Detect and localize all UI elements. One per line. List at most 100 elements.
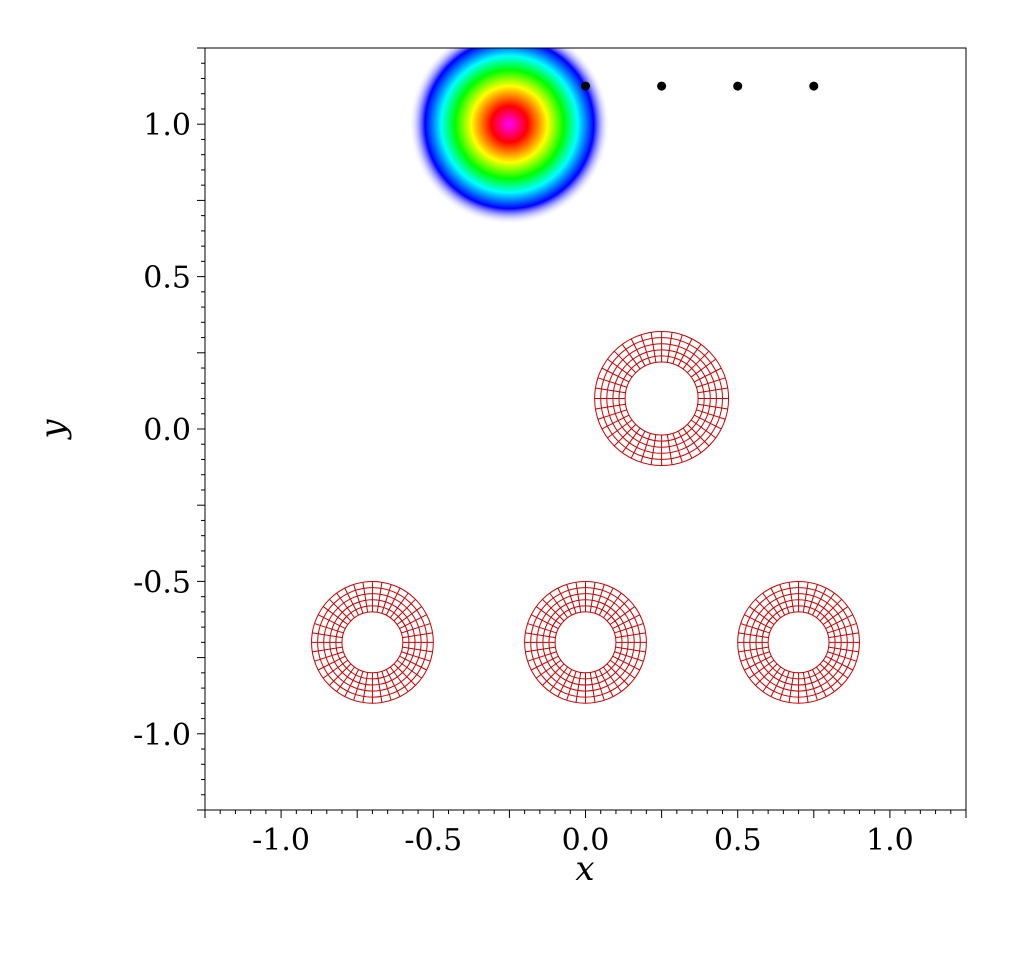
mesh-spoke: [621, 427, 641, 453]
mesh-spoke: [666, 434, 673, 465]
mesh-spoke: [601, 414, 630, 430]
mesh-spoke: [542, 598, 565, 622]
mesh-spoke: [329, 598, 352, 622]
mesh-spoke: [650, 332, 657, 363]
mesh-spoke: [606, 663, 629, 686]
mesh-spoke: [630, 430, 646, 459]
mesh-spoke: [690, 419, 717, 439]
mesh-spoke: [755, 598, 778, 622]
mesh-spoke: [822, 659, 849, 679]
mesh-spoke: [566, 584, 577, 614]
mesh-spoke: [612, 655, 640, 671]
mesh-spoke: [613, 350, 637, 374]
mesh-spoke: [696, 409, 726, 420]
mesh-spoke: [531, 614, 559, 629]
mesh-spoke: [385, 669, 401, 697]
annular-mesh: [594, 331, 730, 466]
mesh-spoke: [614, 651, 644, 662]
mesh-spoke: [353, 584, 364, 614]
mesh-spoke: [557, 669, 573, 697]
mesh-spoke: [549, 666, 569, 692]
mesh-spoke: [535, 606, 562, 625]
mesh-spoke: [598, 669, 614, 697]
mesh-spoke: [693, 367, 722, 383]
mesh-spoke: [401, 623, 431, 634]
mesh-spoke: [595, 403, 626, 410]
mesh-spoke: [614, 623, 644, 634]
mesh-spoke: [802, 582, 809, 613]
mesh-spoke: [389, 592, 409, 619]
mesh-spoke: [314, 623, 344, 634]
mesh-spoke: [399, 614, 427, 629]
mesh-spoke: [740, 623, 770, 634]
mesh-spoke: [687, 423, 710, 447]
mesh-spoke: [690, 358, 717, 378]
mesh-spoke: [336, 666, 355, 692]
mesh-spoke: [376, 582, 383, 613]
mesh-spoke: [566, 671, 577, 701]
y-tick-label: 1.0: [143, 108, 191, 143]
mesh-spoke: [393, 598, 416, 622]
mesh-spoke: [312, 646, 343, 653]
mesh-spoke: [640, 433, 651, 463]
mesh-spoke: [779, 584, 790, 614]
mesh-spoke: [749, 606, 775, 625]
mesh-spoke: [672, 433, 683, 463]
mesh-spoke: [396, 659, 422, 679]
mesh-spoke: [807, 584, 818, 614]
mesh-spoke: [825, 614, 854, 629]
mesh-spoke: [672, 334, 683, 364]
mesh-spoke: [827, 651, 857, 662]
mesh-spoke: [687, 350, 710, 374]
mesh-spoke: [362, 672, 369, 703]
mesh-spoke: [344, 669, 360, 697]
x-tick-label: 1.0: [866, 823, 914, 858]
mesh-spoke: [549, 592, 569, 619]
mesh-spoke: [816, 666, 835, 692]
mesh-spoke: [575, 582, 582, 613]
y-tick-label: 0.0: [143, 413, 191, 448]
plot-area: [311, 48, 860, 704]
mesh-spoke: [738, 632, 769, 639]
mesh-spoke: [314, 651, 344, 662]
annular-mesh: [311, 580, 434, 704]
x-tick-label: -1.0: [252, 823, 310, 858]
mesh-spoke: [385, 587, 401, 616]
mesh-spoke: [336, 592, 355, 619]
data-point: [809, 81, 819, 91]
y-tick-label: -1.0: [133, 718, 191, 753]
mesh-spoke: [770, 669, 786, 697]
mesh-spoke: [389, 666, 409, 692]
mesh-spoke: [615, 632, 646, 639]
x-axis-label: x: [575, 849, 594, 889]
mesh-spoke: [557, 587, 573, 616]
annular-mesh: [737, 580, 860, 704]
mesh-spoke: [819, 598, 842, 622]
mesh-spoke: [317, 655, 346, 671]
data-point: [581, 81, 590, 91]
mesh-spoke: [811, 669, 827, 697]
mesh-spoke: [322, 659, 349, 679]
mesh-spoke: [779, 671, 790, 701]
mesh-spoke: [615, 646, 646, 653]
mesh-spoke: [762, 666, 782, 692]
mesh-spoke: [640, 334, 651, 364]
mesh-spoke: [525, 646, 556, 653]
mesh-spoke: [376, 672, 383, 703]
mesh-spoke: [762, 592, 782, 619]
mesh-spoke: [402, 646, 433, 653]
mesh-spoke: [525, 632, 556, 639]
mesh-spoke: [621, 344, 641, 370]
mesh-spoke: [597, 377, 628, 388]
mesh-spoke: [788, 672, 795, 703]
y-tick-label: 0.5: [143, 261, 191, 296]
mesh-spoke: [693, 414, 722, 430]
mesh-spoke: [535, 659, 562, 679]
mesh-spoke: [594, 671, 605, 701]
mesh-spoke: [827, 623, 857, 634]
mesh-spoke: [344, 587, 360, 616]
mesh-spoke: [589, 582, 596, 613]
mesh-spoke: [594, 584, 605, 614]
mesh-spoke: [609, 659, 636, 679]
